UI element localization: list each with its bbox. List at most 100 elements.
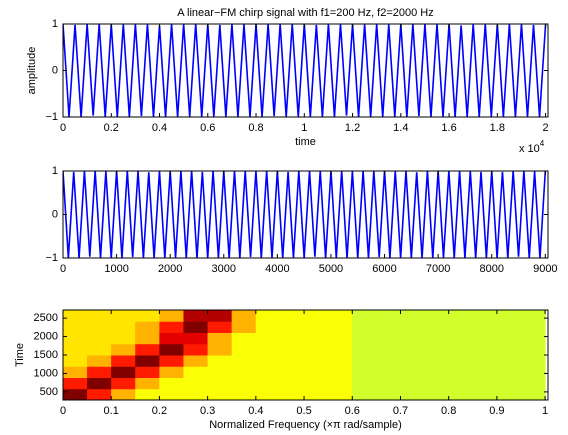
heatmap-cell — [63, 377, 88, 390]
heatmap-cell — [135, 377, 160, 390]
heatmap-cell — [520, 366, 546, 378]
y-tick-label: −1 — [45, 111, 58, 123]
heatmap-cell — [376, 343, 402, 356]
plot-layer — [63, 24, 547, 117]
heatmap-cell — [135, 321, 160, 333]
heatmap-cell — [231, 355, 257, 367]
heatmap-cell — [520, 377, 546, 390]
heatmap-cell — [183, 343, 209, 356]
heatmap-cell — [183, 388, 209, 400]
x-tick-label: 1.8 — [490, 122, 505, 134]
heatmap-cell — [472, 310, 498, 322]
heatmap-cell — [207, 321, 233, 333]
heatmap-cell — [279, 332, 305, 345]
heatmap-cell — [135, 355, 160, 367]
x-axis-label: Normalized Frequency (×π rad/sample) — [209, 419, 402, 431]
heatmap-cell — [520, 388, 546, 400]
heatmap-cell — [376, 355, 402, 367]
x-tick-label: 0 — [60, 122, 66, 134]
x-tick-label: 0.9 — [489, 405, 504, 417]
heatmap-cell — [376, 366, 402, 378]
x-tick-label: 0.6 — [200, 122, 215, 134]
y-tick-label: 2500 — [34, 312, 58, 324]
heatmap-cell — [255, 310, 281, 322]
x-tick-label: 5000 — [319, 263, 343, 275]
heatmap-cell — [472, 332, 498, 345]
heatmap-cell — [207, 355, 233, 367]
heatmap-cell — [424, 321, 450, 333]
x-tick-label: 0.4 — [152, 122, 167, 134]
heatmap-cell — [231, 332, 257, 345]
heatmap-cell — [135, 366, 160, 378]
heatmap-cell — [159, 377, 185, 390]
heatmap-cell — [448, 366, 474, 378]
heatmap-cell — [400, 355, 426, 367]
heatmap-cell — [87, 366, 112, 378]
x-tick-label: 0.2 — [152, 405, 167, 417]
heatmap-cell — [448, 332, 474, 345]
heatmap-cell — [183, 332, 209, 345]
x-tick-label: 0 — [60, 405, 66, 417]
heatmap-cell — [424, 366, 450, 378]
heatmap-cell — [207, 343, 233, 356]
heatmap-cell — [183, 366, 209, 378]
heatmap-cell — [376, 321, 402, 333]
heatmap-cell — [400, 332, 426, 345]
heatmap-cell — [376, 388, 402, 400]
x-tick-label: 0 — [60, 263, 66, 275]
heatmap-cell — [352, 388, 377, 400]
heatmap-cell — [352, 343, 377, 356]
heatmap-cell — [207, 366, 233, 378]
heatmap-cell — [328, 343, 353, 356]
x-tick-label: 1.6 — [441, 122, 456, 134]
heatmap-cell — [352, 332, 377, 345]
heatmap-cell — [472, 366, 498, 378]
heatmap-cell — [520, 343, 546, 356]
heatmap-cell — [496, 332, 522, 345]
x-multiplier-exponent: 4 — [540, 139, 545, 148]
heatmap-cell — [111, 355, 136, 367]
heatmap-cell — [63, 332, 88, 345]
heatmap-cell — [159, 355, 185, 367]
heatmap-cell — [352, 355, 377, 367]
heatmap-cell — [424, 310, 450, 322]
heatmap-cell — [207, 388, 233, 400]
x-multiplier-base: x 10 — [519, 143, 540, 155]
heatmap-cell — [448, 355, 474, 367]
heatmap-cell — [111, 321, 136, 333]
heatmap-cell — [231, 321, 257, 333]
heatmap-cell — [255, 388, 281, 400]
x-tick-label: 6000 — [372, 263, 396, 275]
heatmap-cell — [279, 355, 305, 367]
y-tick-label: 1500 — [34, 349, 58, 361]
heatmap-cell — [352, 310, 377, 322]
x-tick-label: 0.8 — [441, 405, 456, 417]
heatmap-cell — [400, 343, 426, 356]
heatmap-cell — [448, 388, 474, 400]
heatmap-cell — [496, 355, 522, 367]
heatmap-cell — [424, 388, 450, 400]
heatmap-cell — [279, 377, 305, 390]
heatmap-cell — [424, 332, 450, 345]
heatmap-cell — [352, 366, 377, 378]
heatmap-cell — [448, 310, 474, 322]
heatmap-cell — [87, 310, 112, 322]
heatmap-cell — [111, 310, 136, 322]
x-axis-label: time — [295, 136, 316, 148]
x-tick-label: 0.5 — [296, 405, 311, 417]
heatmap-cell — [376, 377, 402, 390]
x-tick-label: 2000 — [158, 263, 182, 275]
heatmap-cell — [63, 310, 88, 322]
heatmap-cell — [135, 310, 160, 322]
heatmap-cell — [472, 388, 498, 400]
heatmap-cell — [87, 332, 112, 345]
heatmap-cell — [279, 343, 305, 356]
heatmap-cell — [63, 388, 88, 400]
heatmap-cell — [111, 377, 136, 390]
heatmap-cell — [352, 377, 377, 390]
heatmap-cell — [111, 332, 136, 345]
y-tick-label: 1 — [52, 18, 58, 30]
heatmap-cell — [400, 366, 426, 378]
heatmap-cell — [448, 321, 474, 333]
heatmap-cell — [135, 388, 160, 400]
